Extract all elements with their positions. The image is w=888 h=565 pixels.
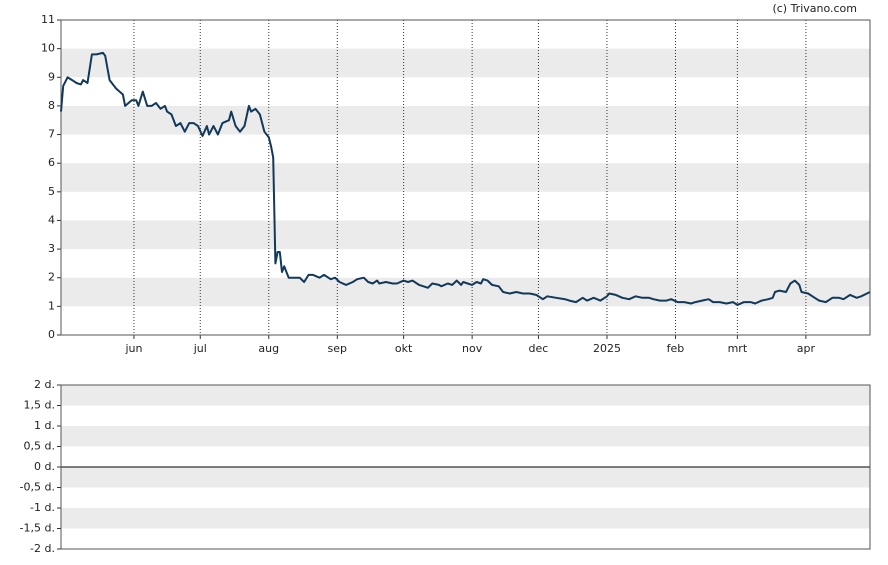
grid-band (61, 220, 870, 250)
y-tick-label: 1 d. (34, 419, 55, 432)
grid-band (61, 426, 870, 447)
y-tick-label: -1,5 d. (20, 522, 55, 535)
y-tick-label: -1 d. (30, 501, 55, 514)
price-line (60, 51, 871, 306)
x-tick-label: sep (328, 342, 347, 355)
x-tick-label: jul (193, 342, 207, 355)
y-tick-label: 3 (48, 242, 55, 255)
x-tick-label: okt (395, 342, 413, 355)
x-tick-label: dec (529, 342, 549, 355)
y-tick-label: 7 (48, 128, 55, 141)
plot-frame (60, 19, 871, 336)
y-tick-label: 2 d. (34, 378, 55, 391)
y-tick-label: 9 (48, 70, 55, 83)
x-tick-label: aug (258, 342, 279, 355)
y-tick-label: -2 d. (30, 542, 55, 555)
grid-band (61, 385, 870, 406)
y-tick-label: 4 (48, 213, 55, 226)
y-tick-label: 8 (48, 99, 55, 112)
y-tick-label: -0,5 d. (20, 481, 55, 494)
y-tick-label: 0 (48, 328, 55, 341)
grid-band (61, 105, 870, 135)
source-credit: (c) Trivano.com (772, 2, 857, 15)
grid-band (61, 163, 870, 192)
y-tick-label: 1 (48, 299, 55, 312)
x-tick-label: 2025 (593, 342, 621, 355)
y-tick-label: 0 d. (34, 460, 55, 473)
plot-frame (60, 384, 871, 550)
y-tick-label: 1,5 d. (24, 399, 55, 412)
grid-band (61, 48, 870, 78)
x-tick-label: apr (797, 342, 816, 355)
y-tick-label: 10 (41, 42, 55, 55)
x-tick-label: jun (124, 342, 142, 355)
x-tick-label: nov (462, 342, 483, 355)
y-tick-label: 5 (48, 185, 55, 198)
grid-band (61, 467, 870, 488)
grid-band (61, 508, 870, 529)
y-tick-label: 2 (48, 271, 55, 284)
y-tick-label: 11 (41, 13, 55, 26)
x-tick-label: feb (667, 342, 685, 355)
y-tick-label: 0,5 d. (24, 440, 55, 453)
x-tick-label: mrt (728, 342, 748, 355)
y-tick-label: 6 (48, 156, 55, 169)
